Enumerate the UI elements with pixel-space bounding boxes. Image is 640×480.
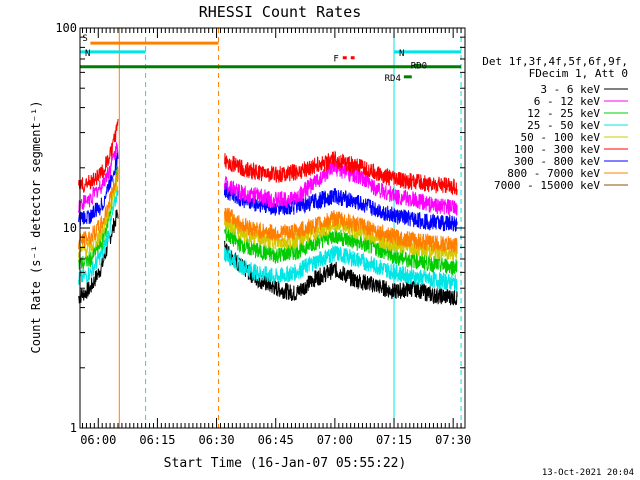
x-axis-label: Start Time (16-Jan-07 05:55:22) bbox=[164, 456, 407, 471]
series-line-1-0 bbox=[78, 142, 119, 213]
legend-label-0: 3 - 6 keV bbox=[540, 83, 600, 96]
chart-title: RHESSI Count Rates bbox=[199, 3, 362, 21]
legend-label-6: 300 - 800 keV bbox=[514, 155, 600, 168]
series-line-0-0 bbox=[78, 209, 119, 304]
legend-label-8: 7000 - 15000 keV bbox=[494, 179, 600, 192]
flag-label-4: F bbox=[333, 55, 338, 65]
x-tick-label-5: 07:15 bbox=[376, 433, 412, 447]
flag-label-6: RD4 bbox=[385, 74, 401, 84]
x-tick-label-6: 07:30 bbox=[435, 433, 471, 447]
series-line-3-0 bbox=[78, 185, 119, 285]
series-line-6-0 bbox=[78, 149, 119, 228]
y-tick-label-0: 1 bbox=[70, 421, 77, 435]
flag-label-5: RD0 bbox=[411, 61, 427, 71]
flag-label-0: S bbox=[82, 34, 87, 44]
legend-label-7: 800 - 7000 keV bbox=[507, 167, 600, 180]
series-line-5-0 bbox=[78, 118, 119, 193]
legend-header-1: FDecim 1, Att 0 bbox=[529, 67, 628, 80]
series-line-7-0 bbox=[78, 169, 119, 250]
x-tick-label-1: 06:15 bbox=[139, 433, 175, 447]
legend-header-0: Det 1f,3f,4f,5f,6f,9f, bbox=[482, 55, 628, 68]
x-tick-label-2: 06:30 bbox=[199, 433, 235, 447]
x-tick-label-4: 07:00 bbox=[317, 433, 353, 447]
legend-label-5: 100 - 300 keV bbox=[514, 143, 600, 156]
x-tick-label-0: 06:00 bbox=[80, 433, 116, 447]
y-axis-label: Count Rate (s⁻¹ detector segment⁻¹) bbox=[29, 101, 43, 354]
series-line-2-1 bbox=[224, 225, 458, 277]
x-tick-label-3: 06:45 bbox=[258, 433, 294, 447]
series-line-3-1 bbox=[224, 245, 458, 293]
flag-label-1: N bbox=[85, 49, 90, 59]
legend-label-2: 12 - 25 keV bbox=[527, 107, 600, 120]
series-line-1-1 bbox=[224, 159, 458, 216]
y-tick-label-1: 10 bbox=[63, 221, 77, 235]
plot-frame bbox=[79, 27, 466, 429]
flag-label-2: N bbox=[399, 49, 404, 59]
legend-label-1: 6 - 12 keV bbox=[534, 95, 601, 108]
series-line-7-1 bbox=[224, 207, 458, 254]
y-tick-label-2: 100 bbox=[55, 21, 77, 35]
series-line-5-1 bbox=[224, 150, 458, 196]
legend-label-4: 50 - 100 keV bbox=[521, 131, 601, 144]
generated-timestamp: 13-Oct-2021 20:04 bbox=[541, 468, 634, 478]
legend-label-3: 25 - 50 keV bbox=[527, 119, 600, 132]
